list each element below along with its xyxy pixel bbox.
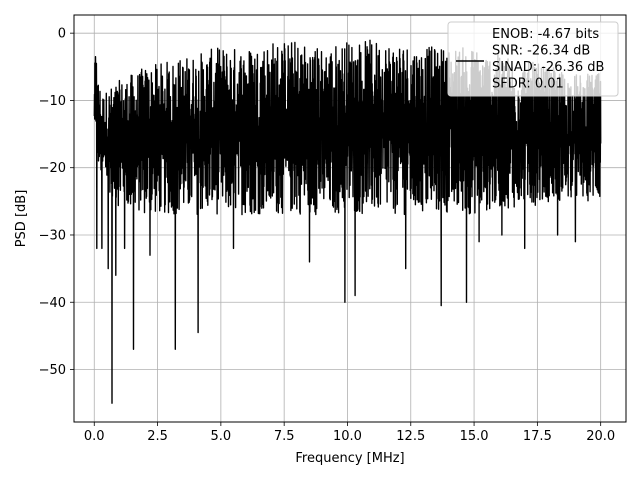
y-axis-ticks: 0 −10 −20 −30 −40 −50 (39, 27, 74, 378)
x-tick-label: 0.0 (84, 429, 105, 444)
y-tick-label: −10 (39, 94, 66, 109)
x-tick-label: 5.0 (211, 429, 232, 444)
y-tick-label: −20 (39, 161, 66, 176)
x-tick-label: 10.0 (333, 429, 362, 444)
y-tick-label: −40 (39, 296, 66, 311)
x-tick-label: 15.0 (460, 429, 489, 444)
psd-series-line (93, 39, 602, 404)
y-axis-label: PSD [dB] (14, 190, 29, 248)
legend-entry-text: SFDR: 0.01 (492, 77, 564, 92)
legend-entry-text: SNR: -26.34 dB (492, 44, 590, 59)
series-layer (93, 39, 602, 404)
x-tick-label: 17.5 (523, 429, 552, 444)
legend-box (447, 21, 619, 97)
y-tick-label: 0 (58, 27, 66, 42)
x-tick-label: 7.5 (274, 429, 295, 444)
x-axis-label: Frequency [MHz] (295, 451, 404, 466)
x-axis-ticks: 0.0 2.5 5.0 7.5 10.0 12.5 15.0 17.5 20.0 (84, 422, 615, 444)
plot-frame (73, 14, 627, 423)
legend-entry-text: ENOB: -4.67 bits (492, 27, 599, 42)
y-tick-label: −30 (39, 228, 66, 243)
x-tick-label: 20.0 (586, 429, 615, 444)
x-tick-label: 12.5 (396, 429, 425, 444)
x-tick-label: 2.5 (147, 429, 168, 444)
y-tick-label: −50 (39, 363, 66, 378)
legend-entry-text: SINAD: -26.36 dB (492, 60, 604, 75)
